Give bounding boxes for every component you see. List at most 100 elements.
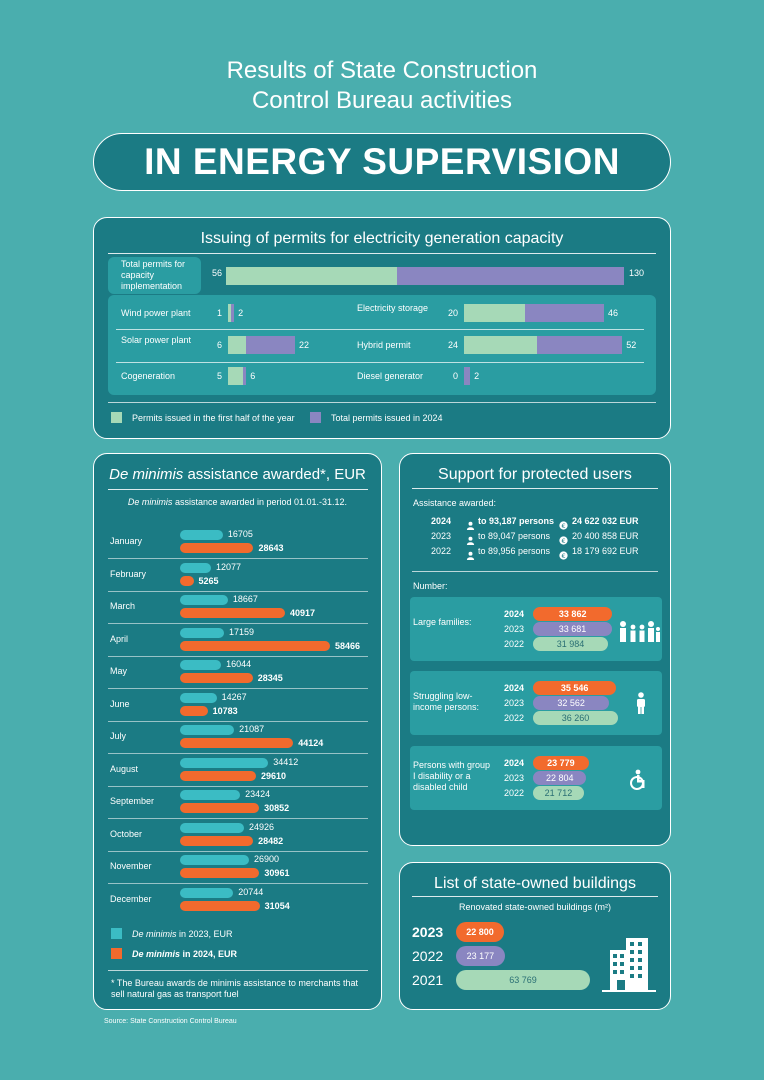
buildings-icon xyxy=(602,938,656,992)
wheelchair-icon xyxy=(629,769,649,796)
bar-2024 xyxy=(180,575,194,586)
value-2023: 18667 xyxy=(232,594,258,604)
protected-value-pill: 23 779 xyxy=(533,756,589,770)
permit-first-half-value: 0 xyxy=(452,371,458,381)
euro-icon: € xyxy=(559,547,568,560)
permits-title-rule xyxy=(108,253,656,254)
legend-2023-italic: De minimis xyxy=(132,929,177,939)
protected-panel: Support for protected users Assistance a… xyxy=(399,453,671,846)
month-label: April xyxy=(110,633,129,644)
bar-permit-first-half xyxy=(228,304,232,322)
legend-swatch-total xyxy=(310,412,321,423)
bar-2024 xyxy=(180,543,254,553)
value-2023: 23424 xyxy=(245,789,271,799)
month-label: October xyxy=(110,828,143,839)
buildings-subtitle: Renovated state-owned buildings (m²) xyxy=(458,902,612,912)
legend-2024-italic: De minimis xyxy=(132,949,181,959)
assistance-persons: to 89,047 persons xyxy=(478,531,551,541)
permit-type-label: Cogeneration xyxy=(121,371,176,381)
bar-2024 xyxy=(180,900,260,911)
assistance-year: 2023 xyxy=(431,531,452,541)
protected-year: 2022 xyxy=(504,639,525,649)
protected-group-label: Persons with group I disability or a dis… xyxy=(413,760,491,792)
permit-total-value: 46 xyxy=(608,308,619,318)
bar-permit-first-half xyxy=(228,336,247,354)
permit-type-label: Wind power plant xyxy=(121,308,191,318)
assistance-amount: 24 622 032 EUR xyxy=(572,516,639,526)
title-line-2: Control Bureau activities xyxy=(251,87,513,114)
assistance-amount: 18 179 692 EUR xyxy=(572,546,639,556)
family-icon xyxy=(619,620,661,647)
building-value-pill: 23 177 xyxy=(456,946,505,966)
month-label: July xyxy=(110,731,127,741)
building-value-pill: 63 769 xyxy=(456,970,590,990)
value-2023: 21087 xyxy=(239,724,265,734)
banner-heading: IN ENERGY SUPERVISION xyxy=(93,133,671,191)
value-2024: 31054 xyxy=(264,900,290,911)
person-icon xyxy=(466,517,475,530)
bar-2023 xyxy=(180,562,211,573)
month-divider xyxy=(108,883,368,884)
protected-group-label: Struggling low-income persons: xyxy=(413,691,480,712)
footnote-rule xyxy=(108,970,368,971)
euro-icon: € xyxy=(559,532,568,545)
assistance-label: Assistance awarded: xyxy=(413,498,497,508)
value-2024: 5265 xyxy=(198,575,219,586)
legend-label-2023: De minimis in 2023, EUR xyxy=(132,929,233,940)
month-label: March xyxy=(110,601,136,611)
person-standing-icon xyxy=(635,692,647,719)
assistance-year: 2024 xyxy=(431,516,452,526)
protected-value-pill: 35 546 xyxy=(533,681,617,695)
legend-2023-rest: in 2023, EUR xyxy=(176,929,233,939)
value-2023: 14267 xyxy=(221,691,247,702)
assistance-rule xyxy=(412,571,658,572)
bar-2023 xyxy=(180,887,234,898)
value-2024: 30961 xyxy=(264,868,290,878)
permits-panel: Issuing of permits for electricity gener… xyxy=(93,217,671,439)
bar-permit-first-half xyxy=(228,367,244,385)
value-2024: 30852 xyxy=(264,803,290,813)
bar-2024 xyxy=(180,705,208,716)
month-divider xyxy=(108,590,368,592)
month-label: December xyxy=(110,893,152,904)
number-label: Number: xyxy=(413,581,448,591)
deminimis-subtitle-rest: assistance awarded in period 01.01.-31.1… xyxy=(172,497,348,507)
value-2023: 16705 xyxy=(227,529,253,539)
protected-year: 2022 xyxy=(504,713,525,723)
bar-2023 xyxy=(180,692,217,703)
bar-2023 xyxy=(180,757,269,768)
title-line-1: Results of State Construction xyxy=(226,57,538,84)
deminimis-panel: De minimis assistance awarded*, EUR De m… xyxy=(93,453,382,1010)
value-2023: 16044 xyxy=(226,659,252,669)
bar-2023 xyxy=(180,595,228,605)
euro-icon: € xyxy=(559,517,568,530)
protected-year: 2023 xyxy=(504,698,525,708)
permit-total-value: 52 xyxy=(626,340,637,350)
bar-2024 xyxy=(180,640,330,651)
bar-2023 xyxy=(180,855,249,865)
bar-permit-first-half xyxy=(464,336,538,354)
permit-total-value: 2 xyxy=(474,371,480,381)
value-2023: 12077 xyxy=(215,561,242,572)
value-2024: 44124 xyxy=(298,738,324,748)
legend-label-total: Total permits issued in 2024 xyxy=(331,413,443,423)
bar-2023 xyxy=(180,790,241,800)
permit-first-half-value: 1 xyxy=(216,308,222,318)
permit-type-label: Solar power plant xyxy=(121,335,192,345)
buildings-title: List of state-owned buildings xyxy=(434,875,636,892)
value-2024: 58466 xyxy=(335,640,361,651)
permit-total-value: 6 xyxy=(250,371,256,381)
buildings-title-rule xyxy=(412,896,658,897)
month-label: February xyxy=(110,568,147,579)
total-permits-label: Total permits for capacity implementatio… xyxy=(121,259,186,291)
value-2024: 29610 xyxy=(260,770,286,781)
month-label: September xyxy=(110,796,155,806)
permit-type-label: Diesel generator xyxy=(357,371,424,381)
protected-value-pill: 22 804 xyxy=(533,771,587,785)
building-value-pill: 22 800 xyxy=(456,922,504,942)
building-year: 2023 xyxy=(412,924,444,940)
bar-2023 xyxy=(180,660,222,670)
bar-2024 xyxy=(180,770,256,781)
permit-first-half-value: 24 xyxy=(447,340,458,350)
month-divider xyxy=(108,558,368,559)
